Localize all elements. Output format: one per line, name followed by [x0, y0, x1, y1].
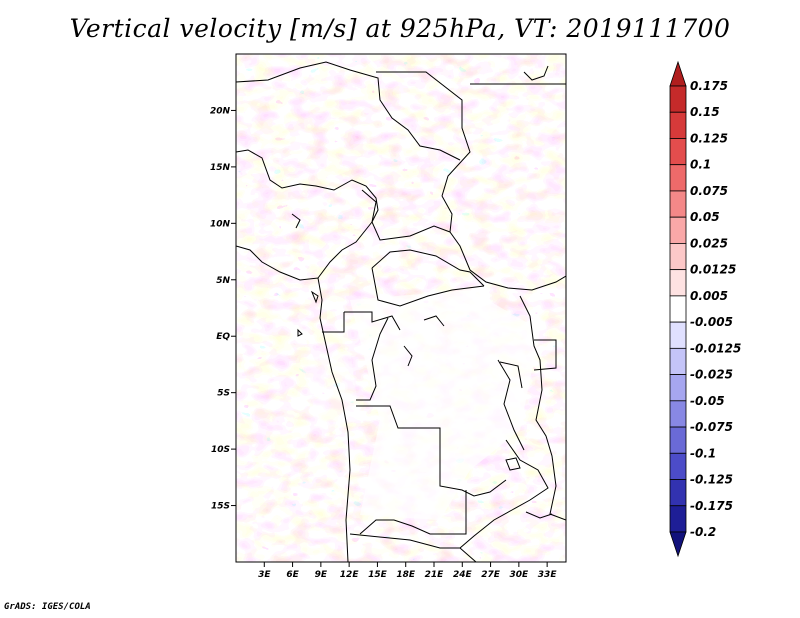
colorbar-label: 0.005 — [690, 289, 728, 303]
colorbar-label: 0.025 — [690, 236, 728, 250]
colorbar-swatch — [669, 111, 687, 139]
colorbar-swatch — [669, 190, 687, 218]
lon-tick-label: 3E — [258, 570, 271, 580]
colorbar-swatch — [669, 400, 687, 428]
colorbar-label: -0.025 — [690, 368, 733, 382]
colorbar-swatch — [669, 295, 687, 323]
colorbar-label: -0.1 — [690, 446, 716, 460]
colorbar-label: -0.175 — [690, 499, 733, 513]
colorbar-swatch — [669, 479, 687, 507]
colorbar-label: -0.2 — [690, 525, 716, 539]
colorbar-swatch — [669, 85, 687, 113]
colorbar-swatch — [669, 426, 687, 454]
colorbar-swatch — [669, 216, 687, 244]
colorbar-label: 0.15 — [690, 105, 720, 119]
colorbar-label: 0.0125 — [690, 263, 736, 277]
colorbar-label: 0.05 — [690, 210, 720, 224]
colorbar-label: -0.005 — [690, 315, 733, 329]
colorbar-swatch — [669, 269, 687, 297]
colorbar-label: 0.075 — [690, 184, 728, 198]
colorbar-swatch — [669, 138, 687, 166]
lon-tick-label: 30E — [510, 570, 530, 580]
lat-tick-label: 15S — [211, 502, 230, 512]
colorbar-label: -0.0125 — [690, 341, 741, 355]
lon-tick-label: 24E — [453, 570, 473, 580]
country-borders — [236, 61, 566, 562]
credit-text: GrADS: IGES/COLA — [4, 602, 91, 612]
lat-tick-label: 20N — [210, 106, 231, 116]
lat-tick-label: 5S — [217, 389, 230, 399]
colorbar-label: 0.1 — [690, 158, 711, 172]
colorbar-label: -0.075 — [690, 420, 733, 434]
colorbar-swatch — [669, 505, 687, 533]
plot-title: Vertical velocity [m/s] at 925hPa, VT: 2… — [69, 14, 731, 43]
lon-tick-label: 6E — [286, 570, 299, 580]
colorbar-label: 0.125 — [690, 131, 728, 145]
colorbar-swatch — [669, 452, 687, 480]
lon-tick-label: 18E — [396, 570, 416, 580]
lat-tick-label: 10S — [211, 445, 230, 455]
colorbar-swatch — [669, 531, 687, 558]
colorbar-swatch — [669, 60, 687, 87]
lon-tick-label: 9E — [315, 570, 328, 580]
colorbar-swatch — [669, 347, 687, 375]
colorbar-label: -0.05 — [690, 394, 725, 408]
lon-tick-label: 33E — [538, 570, 558, 580]
colorbar-swatch — [669, 243, 687, 271]
lat-tick-label: 5N — [216, 276, 230, 286]
lat-tick-label: 15N — [210, 163, 231, 173]
vertical-velocity-field — [236, 54, 566, 562]
longitude-axis: 3E 6E 9E 12E 15E 18E 21E 24E 27E 30E 33E — [258, 562, 557, 580]
colorbar — [669, 60, 687, 558]
lon-tick-label: 27E — [481, 570, 501, 580]
lat-tick-label: 10N — [210, 219, 231, 229]
map-frame — [235, 53, 567, 563]
lon-tick-label: 12E — [340, 570, 360, 580]
lat-tick-label: EQ — [216, 332, 230, 342]
colorbar-labels: 0.175 0.15 0.125 0.1 0.075 0.05 0.025 0.0125 0.0… — [690, 79, 741, 539]
lon-tick-label: 15E — [368, 570, 388, 580]
latitude-axis: 20N 15N 10N 5N EQ 5S 10S 15S — [210, 106, 236, 512]
colorbar-label: 0.175 — [690, 79, 728, 93]
colorbar-swatch — [669, 164, 687, 192]
lon-tick-label: 21E — [425, 570, 445, 580]
colorbar-swatch — [669, 321, 687, 349]
colorbar-swatch — [669, 374, 687, 402]
colorbar-label: -0.125 — [690, 473, 733, 487]
